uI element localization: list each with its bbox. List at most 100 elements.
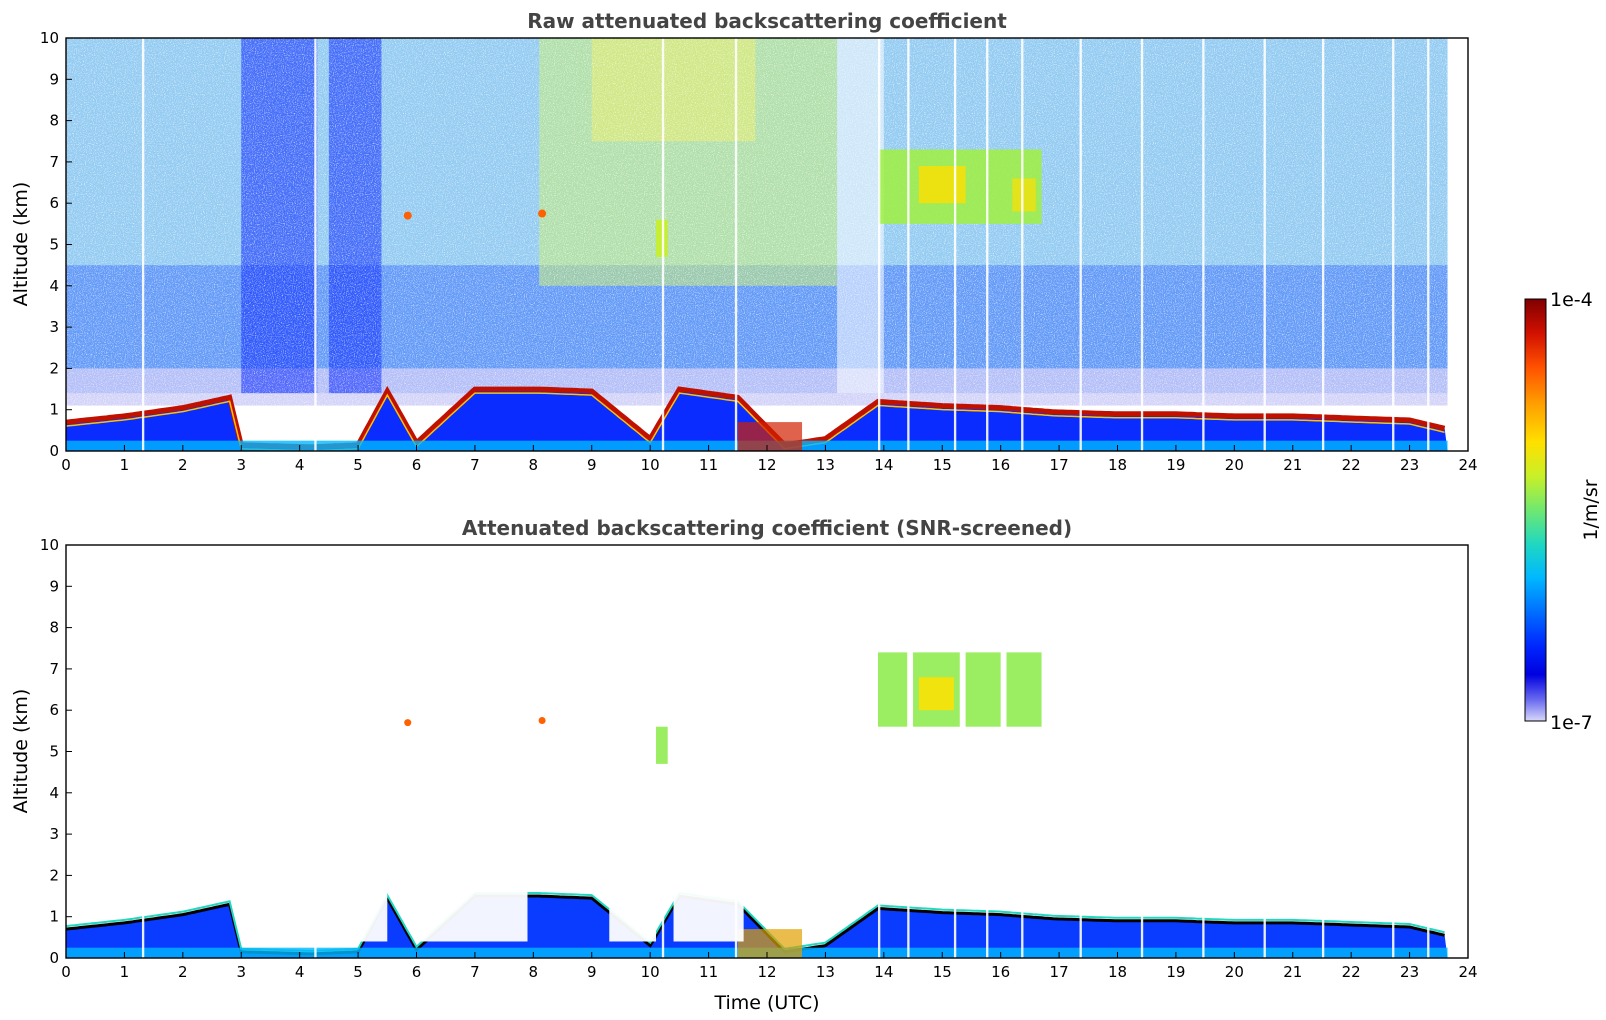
raw-cirrus-core — [918, 166, 966, 204]
screened-cirrus — [965, 652, 1001, 727]
x-tick-label: 9 — [587, 456, 597, 474]
raw-y-ticks: 0 1 2 3 4 5 6 7 8 9 10 — [40, 29, 72, 460]
x-tick-label: 1 — [120, 456, 130, 474]
x-tick-label: 16 — [991, 963, 1010, 981]
x-tick-label: 7 — [470, 456, 480, 474]
x-tick-label: 4 — [295, 456, 305, 474]
x-tick-label: 5 — [353, 963, 363, 981]
screened-gap-column — [734, 875, 738, 958]
x-axis-label: Time (UTC) — [713, 992, 819, 1014]
screened-gap-column — [1321, 875, 1325, 958]
y-tick-label: 1 — [49, 401, 59, 419]
raw-gap-column — [661, 38, 665, 451]
raw-gap-column — [953, 38, 957, 451]
x-tick-label: 24 — [1458, 963, 1477, 981]
raw-gap-column — [1427, 38, 1430, 451]
snr-screened-panel: Attenuated backscattering coefficient (S… — [10, 516, 1478, 1014]
y-tick-label: 8 — [49, 112, 59, 130]
screened-out-region — [416, 891, 528, 942]
y-tick-label: 4 — [49, 784, 59, 802]
x-tick-label: 15 — [933, 963, 952, 981]
y-tick-label: 7 — [49, 153, 59, 171]
x-tick-label: 3 — [236, 456, 246, 474]
x-tick-label: 24 — [1458, 456, 1477, 474]
x-tick-label: 4 — [295, 963, 305, 981]
x-tick-label: 23 — [1400, 963, 1419, 981]
raw-gap-column — [907, 38, 910, 451]
x-tick-label: 10 — [641, 963, 660, 981]
no-data-region — [1447, 38, 1468, 451]
x-tick-label: 1 — [120, 963, 130, 981]
x-tick-label: 20 — [1225, 456, 1244, 474]
screened-gap-column — [661, 875, 665, 958]
x-tick-label: 7 — [470, 963, 480, 981]
raw-cirrus-core — [1012, 178, 1036, 212]
x-tick-label: 2 — [178, 456, 188, 474]
screened-gap-column — [1021, 875, 1024, 958]
x-tick-label: 13 — [816, 456, 835, 474]
screened-gap-column — [1392, 875, 1395, 958]
colorbar: 1e-4 1e-7 1/m/sr — [1524, 289, 1602, 734]
x-tick-label: 15 — [933, 456, 952, 474]
y-tick-label: 1 — [49, 908, 59, 926]
raw-gap-column — [1392, 38, 1395, 451]
screened-panel-title: Attenuated backscattering coefficient (S… — [462, 516, 1072, 540]
raw-gap-column — [1263, 38, 1266, 451]
y-tick-label: 0 — [49, 949, 59, 967]
x-tick-label: 19 — [1166, 963, 1185, 981]
raw-gap-column — [734, 38, 738, 451]
raw-surface-aerosol — [737, 422, 803, 451]
y-tick-label: 6 — [49, 701, 59, 719]
screened-gap-column — [1263, 875, 1266, 958]
raw-aerosol-spot — [403, 211, 412, 220]
x-tick-label: 8 — [529, 456, 539, 474]
x-tick-label: 22 — [1342, 456, 1361, 474]
raw-gap-column — [1021, 38, 1024, 451]
x-tick-label: 20 — [1225, 963, 1244, 981]
screened-out-region — [323, 891, 388, 942]
x-tick-label: 0 — [61, 963, 71, 981]
raw-aerosol-spot — [538, 209, 547, 218]
y-tick-label: 10 — [40, 29, 59, 47]
noise-grain — [66, 38, 1448, 451]
y-tick-label: 4 — [49, 277, 59, 295]
raw-noise-background — [66, 38, 1448, 451]
x-tick-label: 11 — [699, 456, 718, 474]
screened-out-region — [609, 891, 657, 942]
screened-gap-column — [314, 875, 317, 958]
y-tick-label: 9 — [49, 70, 59, 88]
y-tick-label: 3 — [49, 318, 59, 336]
x-tick-label: 12 — [757, 456, 776, 474]
colorbar-gradient — [1524, 298, 1547, 722]
x-tick-label: 23 — [1400, 456, 1419, 474]
raw-backscatter-panel: Raw attenuated backscattering coefficien… — [10, 9, 1478, 474]
x-tick-label: 3 — [236, 963, 246, 981]
screened-x-ticks: 0 1 2 3 4 5 6 7 8 9 10 11 12 13 14 15 16 17 18 19 20 21 22 23 24 — [61, 952, 1478, 981]
screened-gap-column — [986, 875, 989, 958]
y-tick-label: 10 — [40, 536, 59, 554]
screened-surface-aerosol — [737, 929, 803, 958]
screened-aerosol-spot — [404, 719, 412, 727]
x-tick-label: 6 — [412, 963, 422, 981]
x-tick-label: 21 — [1283, 456, 1302, 474]
x-tick-label: 21 — [1283, 963, 1302, 981]
x-tick-label: 13 — [816, 963, 835, 981]
colorbar-unit-label: 1/m/sr — [1580, 479, 1602, 540]
x-tick-label: 14 — [874, 456, 893, 474]
x-tick-label: 5 — [353, 456, 363, 474]
screened-gap-column — [953, 875, 957, 958]
x-tick-label: 0 — [61, 456, 71, 474]
x-tick-label: 16 — [991, 456, 1010, 474]
screened-y-axis-label: Altitude (km) — [10, 689, 32, 814]
raw-gap-column — [1321, 38, 1325, 451]
x-tick-label: 18 — [1108, 963, 1127, 981]
x-tick-label: 8 — [529, 963, 539, 981]
y-tick-label: 2 — [49, 866, 59, 884]
raw-gap-column — [1079, 38, 1082, 451]
x-tick-label: 12 — [757, 963, 776, 981]
screened-gap-column — [907, 875, 910, 958]
x-tick-label: 11 — [699, 963, 718, 981]
screened-aerosol-layer — [656, 726, 668, 764]
colorbar-max-label: 1e-4 — [1550, 289, 1593, 311]
